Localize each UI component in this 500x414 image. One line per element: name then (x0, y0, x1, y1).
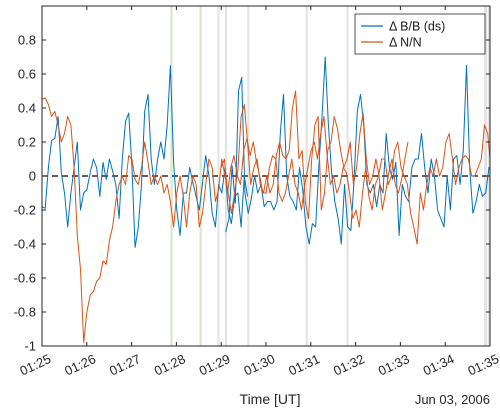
highlight-band (247, 6, 250, 346)
legend-label: Δ N/N (389, 36, 422, 50)
legend-box (354, 13, 486, 55)
legend: Δ B/B (ds) Δ N/N (354, 13, 486, 55)
series-line (41, 65, 248, 248)
x-tick-label: 01:27 (107, 351, 143, 378)
x-tick-label: 01:26 (62, 351, 98, 378)
x-tick-label: 01:31 (286, 351, 322, 378)
series-delta-n (41, 90, 491, 344)
y-axis: -1 -0.8 -0.6 -0.4 -0.2 0 0.2 0.4 0.6 0.8 (14, 33, 490, 354)
x-tick-label: 01:29 (197, 351, 233, 378)
series-line (220, 116, 491, 245)
x-axis-label: Time [UT] (240, 391, 301, 407)
series-delta-b (41, 56, 491, 270)
highlight-band (199, 6, 202, 346)
x-tick-label: 01:28 (152, 351, 188, 378)
x-tick-label: 01:30 (241, 351, 277, 378)
highlight-band (217, 6, 220, 346)
x-tick-label: 01:35 (465, 351, 500, 378)
y-tick-label: 0.4 (18, 101, 36, 116)
x-tick-label: 01:33 (376, 351, 412, 378)
x-tick-label: 01:34 (421, 351, 457, 378)
series-line (41, 90, 409, 344)
x-tick-label: 01:25 (17, 351, 53, 378)
x-tick-label: 01:32 (331, 351, 367, 378)
y-tick-label: -1 (24, 339, 36, 354)
y-tick-label: -0.4 (14, 237, 36, 252)
legend-label: Δ B/B (ds) (389, 20, 445, 34)
y-tick-label: 0.2 (18, 135, 36, 150)
y-tick-label: -0.6 (14, 271, 36, 286)
series-line (225, 56, 491, 270)
series-layer (41, 56, 491, 344)
y-tick-label: -0.2 (14, 203, 36, 218)
y-tick-label: 0.8 (18, 33, 36, 48)
y-tick-label: -0.8 (14, 305, 36, 320)
highlight-band (170, 6, 173, 346)
date-label: Jun 03, 2006 (415, 392, 490, 407)
y-tick-label: 0.6 (18, 67, 36, 82)
y-tick-label: 0 (29, 169, 36, 184)
